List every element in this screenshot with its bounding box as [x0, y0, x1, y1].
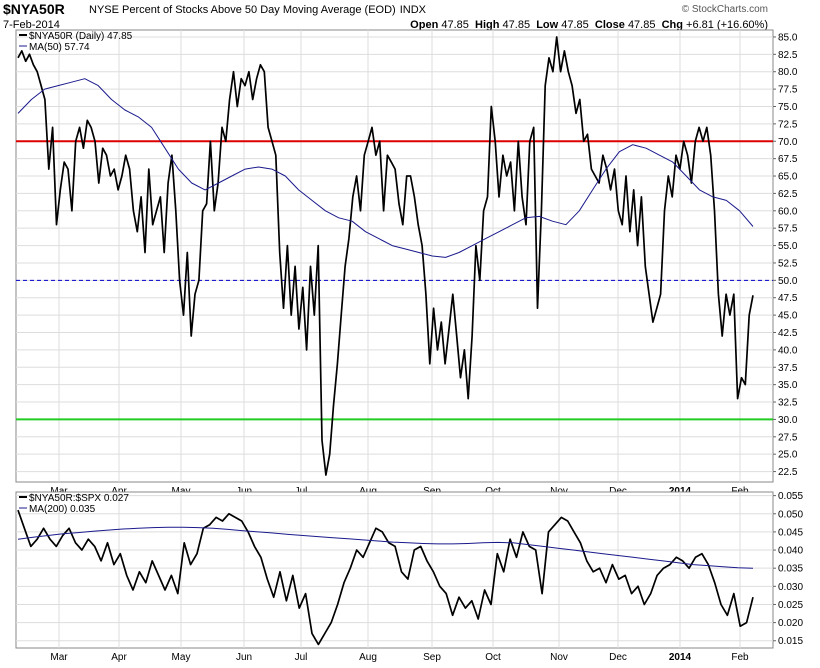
open-value: 47.85: [441, 19, 469, 31]
legend-entry: MA(200) 0.035: [29, 504, 96, 515]
y-tick-label: 37.5: [778, 363, 798, 374]
y-tick-label: 52.5: [778, 258, 798, 269]
y-tick-label: 57.5: [778, 224, 798, 235]
y-tick-label: 42.5: [778, 328, 798, 339]
ma-series-line: [17, 78, 754, 258]
y-tick-label: 0.055: [778, 491, 803, 502]
chart-title: NYSE Percent of Stocks Above 50 Day Movi…: [89, 4, 426, 16]
legend-entry: MA(50) 57.74: [29, 42, 90, 53]
x-tick-label: Sep: [423, 652, 441, 663]
y-tick-label: 0.040: [778, 546, 803, 557]
x-tick-label: Apr: [111, 652, 127, 663]
chart-title-text: NYSE Percent of Stocks Above 50 Day Movi…: [89, 4, 396, 16]
y-tick-label: 0.050: [778, 509, 803, 520]
y-tick-label: 55.0: [778, 241, 798, 252]
x-tick-label: May: [172, 652, 191, 663]
plot-frame: [15, 29, 774, 483]
x-tick-label: Dec: [609, 652, 627, 663]
price-series-line: [17, 36, 754, 476]
y-tick-label: 0.020: [778, 618, 803, 629]
price-series-line: [17, 509, 754, 646]
y-tick-label: 30.0: [778, 415, 798, 426]
y-tick-label: 75.0: [778, 102, 798, 113]
legend-entry: $NYA50R (Daily) 47.85: [29, 31, 133, 42]
x-tick-label: Jul: [295, 652, 308, 663]
exchange-label: INDX: [399, 4, 427, 16]
y-tick-label: 0.035: [778, 564, 803, 575]
high-value: 47.85: [502, 19, 531, 31]
x-tick-label: Nov: [550, 652, 568, 663]
ma-series-line: [17, 526, 754, 569]
chart-date: 7-Feb-2014: [3, 19, 60, 31]
y-tick-label: 0.015: [778, 636, 803, 647]
y-tick-label: 0.045: [778, 527, 803, 538]
y-tick-label: 27.5: [778, 432, 798, 443]
close-value: 47.85: [627, 19, 656, 31]
low-value: 47.85: [561, 19, 589, 31]
plot-frame: [15, 491, 774, 649]
y-tick-label: 32.5: [778, 398, 798, 409]
chg-value: +6.81 (+16.60%): [686, 19, 768, 31]
y-tick-label: 22.5: [778, 467, 798, 478]
y-tick-label: 65.0: [778, 172, 798, 183]
x-tick-label: Jun: [236, 652, 252, 663]
close-label: Close: [594, 19, 625, 31]
y-tick-label: 25.0: [778, 450, 798, 461]
y-tick-label: 85.0: [778, 32, 798, 43]
x-tick-label: Aug: [359, 652, 377, 663]
chart-symbol: $NYA50R: [3, 1, 65, 17]
legend-entry: $NYA50R:$SPX 0.027: [29, 493, 129, 504]
panel-0: 22.5 25.0 27.5 30.0 32.5 35.0 37.5 40.0 42.5 45.0…: [15, 29, 798, 497]
high-label: High: [475, 19, 500, 31]
low-label: Low: [536, 19, 559, 31]
y-tick-label: 70.0: [778, 137, 798, 148]
y-tick-label: 80.0: [778, 67, 798, 78]
source-credit: © StockCharts.com: [681, 4, 768, 15]
chg-label: Chg: [661, 19, 683, 31]
x-tick-label: Mar: [50, 652, 68, 663]
y-tick-label: 47.5: [778, 293, 798, 304]
y-tick-label: 50.0: [778, 276, 798, 287]
y-tick-label: 0.030: [778, 582, 803, 593]
panel-1: 0.015 0.020 0.025 0.030 0.035 0.040 0.045 0.050…: [15, 491, 803, 663]
x-tick-label: Oct: [485, 652, 501, 663]
quote-summary: Open 47.85 High 47.85 Low 47.85 Close 47…: [410, 19, 768, 31]
y-tick-label: 77.5: [778, 85, 798, 96]
y-tick-label: 60.0: [778, 206, 798, 217]
y-tick-label: 82.5: [778, 50, 798, 61]
x-tick-label: Feb: [731, 652, 749, 663]
open-label: Open: [410, 19, 439, 31]
y-tick-label: 0.025: [778, 600, 803, 611]
y-tick-label: 45.0: [778, 311, 798, 322]
y-tick-label: 72.5: [778, 119, 798, 130]
x-tick-label: 2014: [669, 652, 692, 663]
y-tick-label: 35.0: [778, 380, 798, 391]
y-tick-label: 62.5: [778, 189, 798, 200]
y-tick-label: 67.5: [778, 154, 798, 165]
y-tick-label: 40.0: [778, 345, 798, 356]
